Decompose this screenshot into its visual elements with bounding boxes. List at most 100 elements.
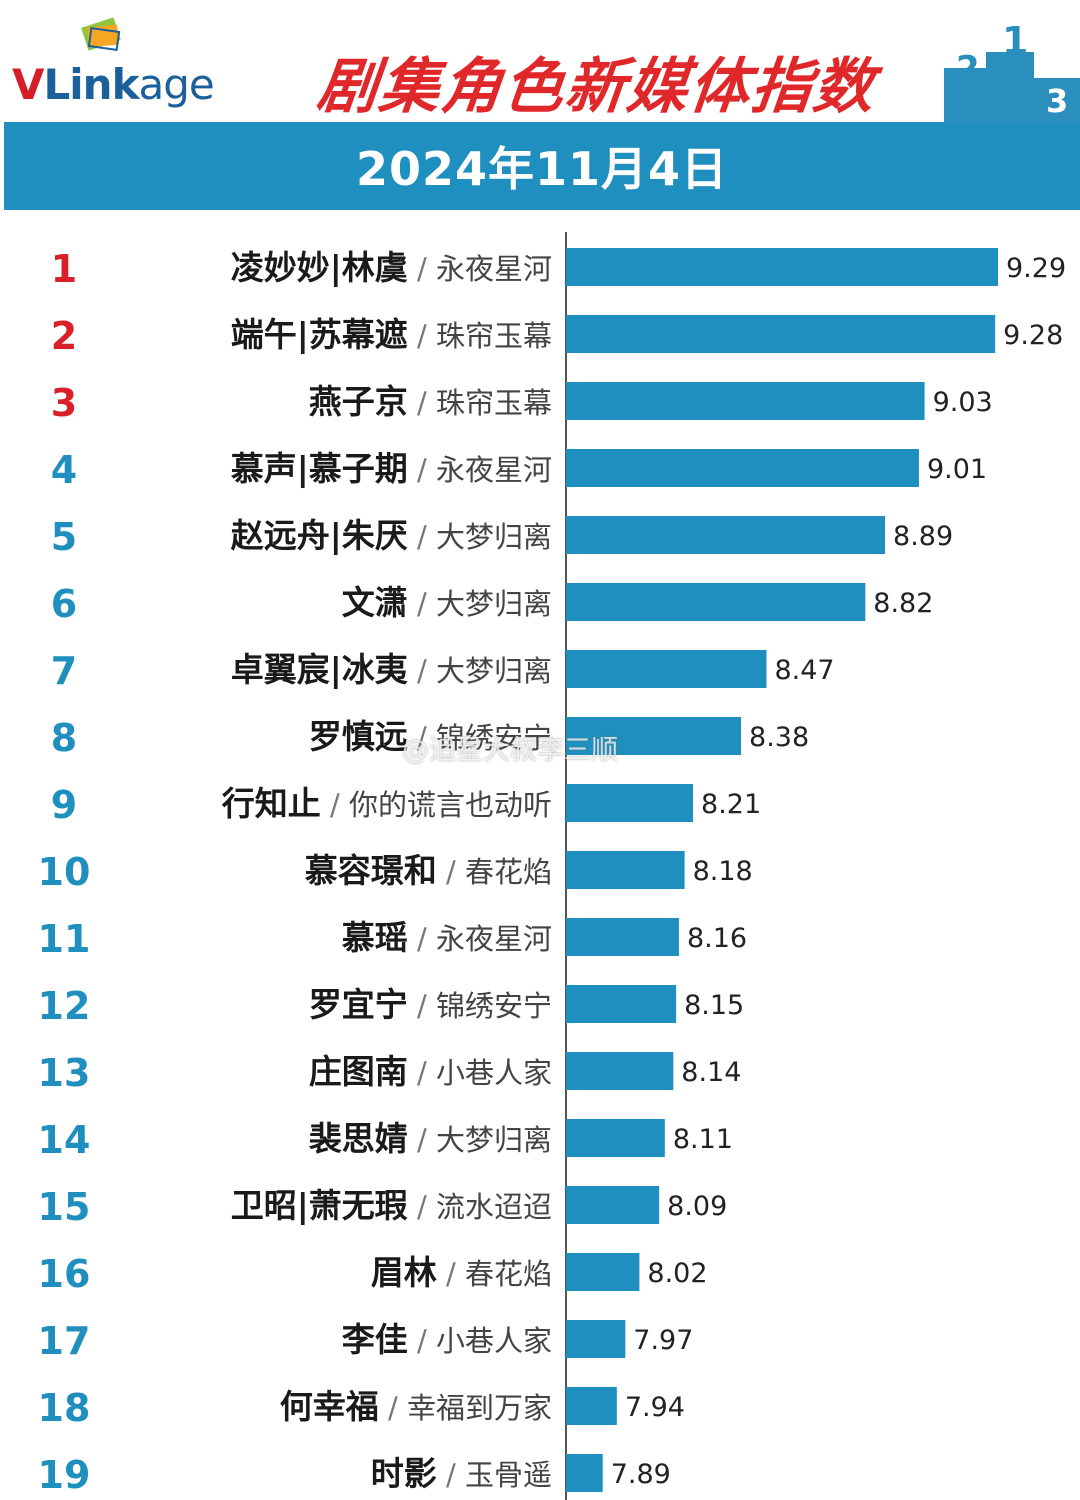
value-label: 7.94 (625, 1392, 685, 1423)
bar (566, 1454, 603, 1492)
separator: / (437, 1458, 465, 1492)
bar (566, 717, 742, 755)
rank-label: 2 (51, 314, 77, 358)
category-label: 罗宜宁 / 锦绣安宁 (309, 985, 552, 1024)
bar (566, 985, 677, 1023)
separator: / (437, 1257, 465, 1291)
podium-icon: 2 1 3 (944, 19, 1080, 122)
separator: / (408, 587, 436, 621)
bar (566, 583, 866, 621)
category-label: 裴思婧 / 大梦归离 (309, 1119, 552, 1158)
drama-name: 小巷人家 (436, 1056, 552, 1090)
watermark: @追星大叔李三顺 (402, 735, 618, 766)
category-label: 凌妙妙|林虞 / 永夜星河 (231, 248, 552, 287)
rank-label: 12 (38, 984, 91, 1028)
bar (566, 1320, 626, 1358)
category-label: 卫昭|萧无瑕 / 流水迢迢 (231, 1186, 552, 1225)
separator: / (408, 453, 436, 487)
category-label: 赵远舟|朱厌 / 大梦归离 (231, 516, 552, 555)
separator: / (408, 1123, 436, 1157)
separator: / (408, 654, 436, 688)
value-label: 7.89 (611, 1459, 671, 1490)
separator: / (408, 319, 436, 353)
drama-name: 大梦归离 (436, 654, 552, 688)
value-label: 8.14 (681, 1057, 741, 1088)
category-label: 慕声|慕子期 / 永夜星河 (231, 449, 552, 488)
value-label: 8.16 (687, 923, 747, 954)
rank-label: 14 (38, 1118, 91, 1162)
character-name: 罗慎远 (309, 717, 408, 756)
drama-name: 珠帘玉幕 (436, 386, 552, 420)
value-label: 9.01 (927, 454, 987, 485)
bar (566, 315, 996, 353)
bar (566, 1186, 660, 1224)
bar (566, 918, 679, 956)
character-name: 慕容璟和 (305, 851, 437, 890)
separator: / (408, 1056, 436, 1090)
separator: / (437, 855, 465, 889)
value-label: 9.29 (1006, 253, 1066, 284)
separator: / (408, 721, 436, 755)
separator: / (321, 788, 349, 822)
drama-name: 小巷人家 (436, 1324, 552, 1358)
value-label: 8.15 (684, 990, 744, 1021)
drama-name: 锦绣安宁 (436, 989, 552, 1023)
page-title: 剧集角色新媒体指数 (313, 52, 880, 122)
character-name: 燕子京 (309, 382, 408, 421)
character-name: 凌妙妙|林虞 (231, 248, 408, 287)
rank-label: 15 (38, 1185, 91, 1229)
character-name: 卫昭|萧无瑕 (231, 1186, 408, 1225)
logo-text: VLinkage (12, 60, 215, 109)
category-label: 何幸福 / 幸福到万家 (280, 1387, 552, 1426)
drama-name: 春花焰 (465, 855, 552, 889)
character-name: 慕声|慕子期 (231, 449, 408, 488)
rank-label: 6 (51, 582, 77, 626)
category-label: 慕瑶 / 永夜星河 (342, 918, 552, 957)
character-name: 眉林 (371, 1253, 437, 1292)
character-name: 文潇 (342, 583, 408, 622)
separator: / (408, 1190, 436, 1224)
character-name: 卓翼宸|冰夷 (231, 650, 408, 689)
rank-label: 13 (38, 1051, 91, 1095)
category-label: 李佳 / 小巷人家 (342, 1320, 552, 1359)
separator: / (408, 386, 436, 420)
character-name: 时影 (371, 1454, 437, 1493)
separator: / (408, 1324, 436, 1358)
drama-name: 大梦归离 (436, 1123, 552, 1157)
drama-name: 大梦归离 (436, 587, 552, 621)
character-name: 赵远舟|朱厌 (231, 516, 408, 555)
bar (566, 784, 694, 822)
header: VLinkage 剧集角色新媒体指数 2 1 3 (0, 0, 1080, 122)
rank-label: 9 (51, 783, 77, 827)
value-label: 8.02 (647, 1258, 707, 1289)
drama-name: 大梦归离 (436, 520, 552, 554)
category-label: 眉林 / 春花焰 (371, 1253, 552, 1292)
category-label: 庄图南 / 小巷人家 (309, 1052, 552, 1091)
value-label: 8.82 (873, 588, 933, 619)
value-label: 8.11 (673, 1124, 733, 1155)
drama-name: 流水迢迢 (436, 1190, 552, 1224)
bar (566, 1253, 640, 1291)
character-name: 何幸福 (280, 1387, 379, 1426)
bar (566, 1119, 665, 1157)
value-label: 8.21 (701, 789, 761, 820)
character-name: 李佳 (342, 1320, 408, 1359)
value-label: 8.09 (667, 1191, 727, 1222)
category-label: 卓翼宸|冰夷 / 大梦归离 (231, 650, 552, 689)
category-label: 端午|苏幕遮 / 珠帘玉幕 (231, 315, 552, 354)
date-label: 2024年11月4日 (355, 142, 729, 196)
bar (566, 1052, 674, 1090)
category-label: 慕容璟和 / 春花焰 (305, 851, 552, 890)
bar (566, 248, 998, 286)
rank-label: 18 (38, 1386, 91, 1430)
value-label: 8.38 (749, 722, 809, 753)
bar (566, 516, 886, 554)
separator: / (408, 989, 436, 1023)
date-banner: 2024年11月4日 (4, 122, 1080, 210)
bar (566, 851, 685, 889)
separator: / (408, 252, 436, 286)
value-label: 9.28 (1003, 320, 1063, 351)
value-label: 8.18 (693, 856, 753, 887)
character-name: 庄图南 (309, 1052, 408, 1091)
rank-label: 10 (38, 850, 91, 894)
